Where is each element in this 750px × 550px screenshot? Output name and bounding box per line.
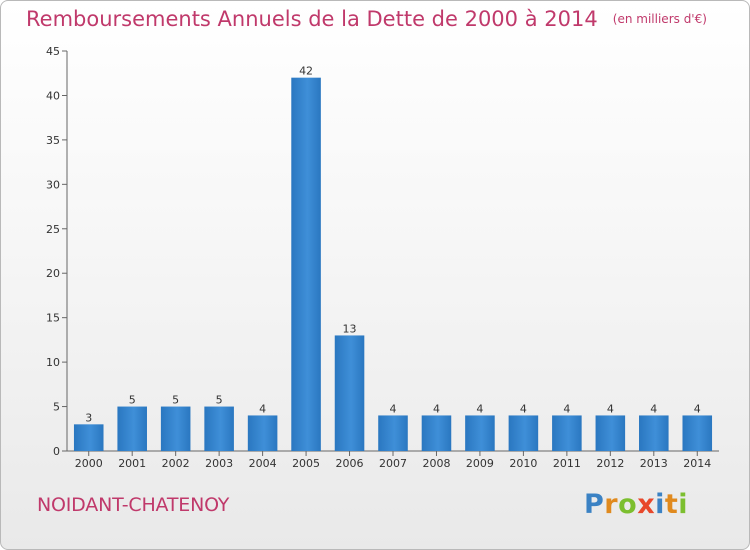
x-tick-label: 2007 <box>379 457 407 470</box>
proxiti-logo: Proxiti <box>584 489 688 520</box>
y-tick-label: 0 <box>53 445 60 458</box>
data-label: 4 <box>476 402 483 415</box>
bar <box>465 415 495 451</box>
data-label: 4 <box>563 402 570 415</box>
y-tick-label: 10 <box>46 356 60 369</box>
logo-letter: t <box>664 489 679 520</box>
bar <box>639 415 669 451</box>
logo-letter: o <box>618 489 638 520</box>
y-tick-label: 15 <box>46 312 60 325</box>
y-tick-label: 35 <box>46 134 60 147</box>
bar <box>73 424 104 451</box>
x-tick-label: 2014 <box>683 457 711 470</box>
bar <box>334 335 365 451</box>
bar <box>204 406 234 451</box>
chart-unit: (en milliers d'€) <box>612 12 707 26</box>
data-label: 5 <box>172 394 179 407</box>
x-tick-label: 2004 <box>249 457 277 470</box>
y-tick-label: 5 <box>53 401 60 414</box>
data-label: 4 <box>390 402 397 415</box>
data-label: 4 <box>650 402 657 415</box>
y-tick-label: 20 <box>46 267 60 280</box>
x-tick-label: 2012 <box>596 457 624 470</box>
logo-letter: r <box>604 489 619 520</box>
bar <box>595 415 626 451</box>
bar <box>421 415 452 451</box>
data-label: 5 <box>129 394 136 407</box>
y-tick-label: 45 <box>46 45 60 58</box>
data-label: 4 <box>259 402 266 415</box>
y-tick-label: 30 <box>46 178 60 191</box>
x-tick-label: 2009 <box>466 457 494 470</box>
data-label: 4 <box>607 402 614 415</box>
x-tick-label: 2006 <box>336 457 364 470</box>
y-tick-label: 40 <box>46 89 60 102</box>
data-label: 13 <box>343 322 357 335</box>
x-tick-label: 2000 <box>75 457 103 470</box>
bar <box>247 415 278 451</box>
x-tick-label: 2008 <box>422 457 450 470</box>
x-tick-label: 2001 <box>118 457 146 470</box>
title-row: Remboursements Annuels de la Dette de 20… <box>26 7 707 31</box>
data-label: 5 <box>216 394 223 407</box>
logo-letter: i <box>655 489 665 520</box>
commune-name: NOIDANT-CHATENOY <box>37 494 230 516</box>
chart-title: Remboursements Annuels de la Dette de 20… <box>26 7 598 31</box>
data-label: 42 <box>299 65 313 78</box>
data-label: 3 <box>85 411 92 424</box>
logo-letter: i <box>678 489 689 520</box>
x-tick-label: 2002 <box>162 457 190 470</box>
x-tick-label: 2010 <box>509 457 537 470</box>
data-label: 4 <box>694 402 701 415</box>
bar <box>682 415 713 451</box>
x-tick-label: 2003 <box>205 457 233 470</box>
bar <box>117 406 147 451</box>
y-tick-label: 25 <box>46 223 60 236</box>
bar <box>378 415 408 451</box>
x-tick-label: 2013 <box>640 457 668 470</box>
logo-letter: x <box>637 489 656 520</box>
bar <box>552 415 582 451</box>
bar <box>291 77 321 452</box>
bar <box>508 415 539 451</box>
data-label: 4 <box>520 402 527 415</box>
logo-letter: P <box>584 489 605 520</box>
bar <box>160 406 191 451</box>
x-tick-label: 2005 <box>292 457 320 470</box>
x-tick-label: 2011 <box>553 457 581 470</box>
data-label: 4 <box>433 402 440 415</box>
